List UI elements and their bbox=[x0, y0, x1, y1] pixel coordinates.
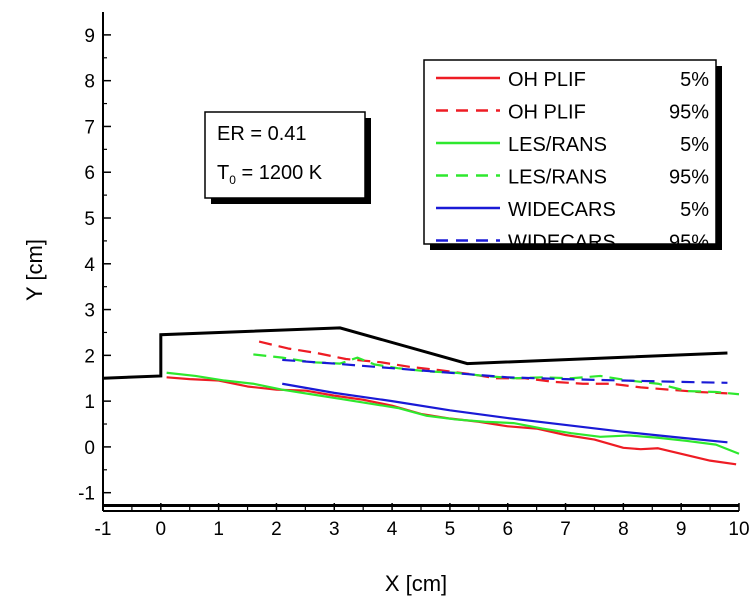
y-tick-label: 2 bbox=[84, 346, 95, 367]
geometry-layer bbox=[102, 326, 739, 508]
series-line bbox=[253, 353, 740, 396]
legend-label: LES/RANS bbox=[508, 167, 607, 189]
legend: OH PLIF 5% OH PLIF 95% LES/RANS 5% LES/RANS 95%… bbox=[423, 59, 722, 254]
legend-percent: 95% bbox=[669, 232, 709, 254]
x-tick-label: 7 bbox=[560, 519, 571, 540]
y-tick-label: 8 bbox=[84, 72, 95, 93]
series-line bbox=[282, 358, 728, 384]
y-tick-label: 9 bbox=[84, 26, 95, 47]
legend-percent: 5% bbox=[680, 69, 709, 91]
y-axis-title: Y [cm] bbox=[22, 239, 47, 301]
x-tick-label: 10 bbox=[728, 519, 749, 540]
annotation-box: ER = 0.41 T0 = 1200 K bbox=[204, 111, 371, 204]
legend-label: LES/RANS bbox=[508, 134, 607, 156]
y-tick-label: 3 bbox=[84, 301, 95, 322]
legend-label: WIDECARS bbox=[508, 199, 616, 221]
series-line bbox=[258, 340, 728, 395]
legend-percent: 5% bbox=[680, 199, 709, 221]
legend-frame bbox=[423, 59, 717, 245]
y-tick-label: 6 bbox=[84, 163, 95, 184]
x-tick-label: 3 bbox=[329, 519, 340, 540]
annotation-t-suffix: = 1200 K bbox=[236, 162, 323, 184]
y-tick-label: 7 bbox=[84, 117, 95, 138]
x-axis-title: X [cm] bbox=[385, 571, 447, 596]
y-tick-label: 1 bbox=[84, 392, 95, 413]
annotation-frame bbox=[204, 111, 366, 199]
x-tick-label: 9 bbox=[676, 519, 687, 540]
y-tick-label: 5 bbox=[84, 209, 95, 230]
x-tick-label: 1 bbox=[213, 519, 224, 540]
legend-percent: 5% bbox=[680, 134, 709, 156]
geometry-outline bbox=[102, 326, 728, 380]
x-ticks: -1 0 1 2 3 4 5 6 7 8 9 10 bbox=[95, 503, 750, 540]
annotation-t-prefix: T bbox=[217, 162, 229, 184]
y-tick-label: 0 bbox=[84, 438, 95, 459]
x-tick-label: 8 bbox=[618, 519, 629, 540]
legend-label: WIDECARS bbox=[508, 232, 616, 254]
y-tick-label: 4 bbox=[84, 255, 95, 276]
x-tick-label: -1 bbox=[95, 519, 112, 540]
annotation-temperature: T0 = 1200 K bbox=[217, 162, 323, 187]
x-tick-label: 4 bbox=[387, 519, 398, 540]
legend-entries: OH PLIF 5% OH PLIF 95% LES/RANS 5% LES/RANS 95%… bbox=[436, 69, 709, 254]
annotation-t-sub: 0 bbox=[229, 173, 236, 187]
series-line bbox=[166, 371, 740, 455]
x-tick-label: 5 bbox=[445, 519, 456, 540]
annotation-er: ER = 0.41 bbox=[217, 123, 307, 145]
series-line bbox=[282, 382, 728, 444]
legend-label: OH PLIF bbox=[508, 102, 586, 124]
x-tick-label: 0 bbox=[156, 519, 167, 540]
x-tick-label: 2 bbox=[271, 519, 282, 540]
legend-percent: 95% bbox=[669, 167, 709, 189]
x-tick-label: 6 bbox=[502, 519, 513, 540]
y-ticks: -1 0 1 2 3 4 5 6 7 8 9 bbox=[78, 26, 111, 505]
legend-percent: 95% bbox=[669, 102, 709, 124]
series-layer bbox=[166, 340, 740, 466]
y-tick-label: -1 bbox=[78, 484, 95, 505]
series-line bbox=[166, 376, 737, 466]
legend-label: OH PLIF bbox=[508, 69, 586, 91]
